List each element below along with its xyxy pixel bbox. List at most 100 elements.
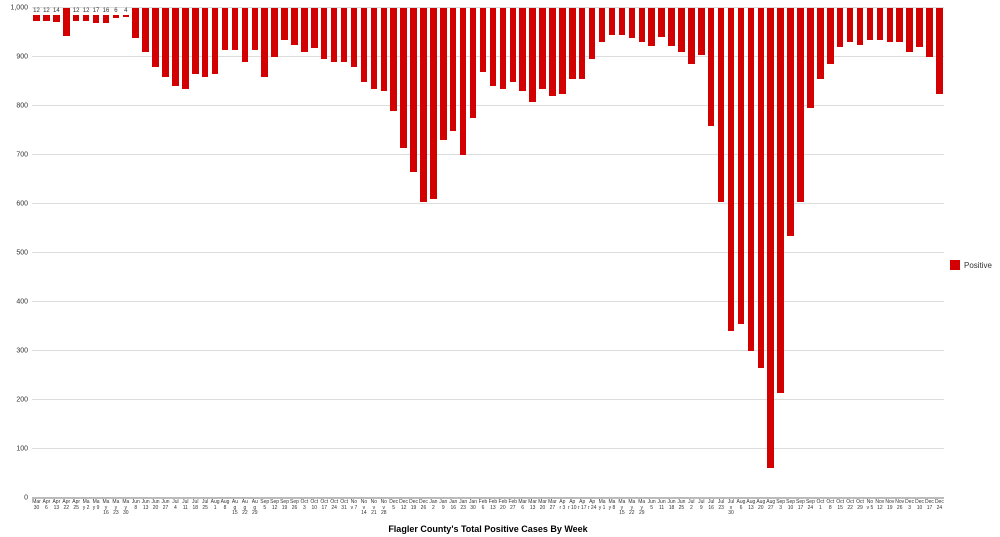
bar — [202, 8, 208, 77]
bar — [619, 8, 625, 35]
x-tick-label: Oct 3 — [300, 498, 309, 517]
bar — [242, 8, 248, 62]
bar-column — [568, 8, 577, 498]
bar-value-label: 4 — [124, 8, 127, 14]
bar-column — [330, 8, 339, 498]
bar-column — [62, 8, 71, 498]
bar — [311, 8, 317, 48]
bar-column — [469, 8, 478, 498]
bar-value-label: 6 — [114, 8, 117, 14]
bar — [926, 8, 932, 57]
x-tick-label: No v 7 — [350, 498, 359, 517]
x-tick-label: Jun 5 — [647, 498, 656, 517]
bar-column — [230, 8, 239, 498]
bar — [599, 8, 605, 42]
x-tick-label: Sep 5 — [260, 498, 269, 517]
x-tick-label: Ma y 29 — [637, 498, 646, 517]
x-tick-label: Oct 17 — [320, 498, 329, 517]
x-tick-label: Jun 25 — [677, 498, 686, 517]
bar-column — [488, 8, 497, 498]
x-tick-label: No v 21 — [369, 498, 378, 517]
bar — [877, 8, 883, 40]
bar — [748, 8, 754, 351]
bar-column — [736, 8, 745, 498]
x-labels-group: Mar 30Apr 6Apr 13Apr 22Apr 25Ma y 2Ma y … — [32, 498, 944, 517]
bar — [271, 8, 277, 57]
bar — [480, 8, 486, 72]
x-tick-label: Apr 22 — [62, 498, 71, 517]
bar — [420, 8, 426, 202]
bar-column — [548, 8, 557, 498]
bar — [847, 8, 853, 42]
x-tick-label: Ma y 30 — [121, 498, 130, 517]
bar — [579, 8, 585, 79]
bar — [777, 8, 783, 393]
bar-column — [350, 8, 359, 498]
x-axis-title: Flagler County's Total Positive Cases By… — [32, 524, 944, 534]
bar-column — [320, 8, 329, 498]
bar-column — [340, 8, 349, 498]
bar — [936, 8, 942, 94]
bar-column — [538, 8, 547, 498]
bar — [738, 8, 744, 324]
bar — [519, 8, 525, 91]
x-tick-label: Nov 12 — [875, 498, 884, 517]
bar-value-label: 17 — [93, 8, 100, 14]
bar — [371, 8, 377, 89]
bar-column — [151, 8, 160, 498]
x-tick-label: Sep 10 — [786, 498, 795, 517]
bar — [162, 8, 168, 77]
bar — [787, 8, 793, 236]
x-tick-label: Ma y 9 — [92, 498, 101, 517]
bar — [728, 8, 734, 331]
bar-column — [369, 8, 378, 498]
bar — [827, 8, 833, 64]
bar-column — [578, 8, 587, 498]
bar — [321, 8, 327, 59]
bar-column — [935, 8, 944, 498]
x-tick-label: Jun 8 — [131, 498, 140, 517]
x-tick-label: Au g 29 — [250, 498, 259, 517]
bar-column — [687, 8, 696, 498]
x-tick-label: Feb 27 — [508, 498, 517, 517]
bar-column — [240, 8, 249, 498]
x-tick-label: Mar 30 — [32, 498, 41, 517]
bar-column — [637, 8, 646, 498]
bar — [232, 8, 238, 50]
x-tick-label: Oct 15 — [836, 498, 845, 517]
x-tick-label: Oct 1 — [816, 498, 825, 517]
bar — [857, 8, 863, 45]
bar — [400, 8, 406, 148]
x-tick-label: Jul 16 — [707, 498, 716, 517]
bar — [252, 8, 258, 50]
bar — [817, 8, 823, 79]
plot-area: 01002003004005006007008009001,000 121214… — [32, 8, 944, 498]
bar — [152, 8, 158, 67]
bar-column: 17 — [92, 8, 101, 498]
legend-label: Positive — [964, 261, 992, 270]
bar — [906, 8, 912, 52]
bar-column — [816, 8, 825, 498]
bar — [658, 8, 664, 37]
bar — [837, 8, 843, 47]
bar — [758, 8, 764, 368]
bar-column — [647, 8, 656, 498]
x-tick-label: Ma y 8 — [607, 498, 616, 517]
bar — [698, 8, 704, 55]
bar-column — [250, 8, 259, 498]
bar — [182, 8, 188, 89]
y-tick-label: 500 — [16, 250, 32, 257]
x-tick-label: Mar 20 — [538, 498, 547, 517]
x-tick-label: Ma y 1 — [598, 498, 607, 517]
bar — [470, 8, 476, 118]
x-tick-label: Oct 29 — [856, 498, 865, 517]
x-tick-label: Ma y 2 — [82, 498, 91, 517]
bar — [103, 15, 109, 23]
bar — [381, 8, 387, 91]
bar-column — [498, 8, 507, 498]
bar — [341, 8, 347, 62]
x-tick-label: Ma y 22 — [627, 498, 636, 517]
x-tick-label: Feb 13 — [488, 498, 497, 517]
bar-value-label: 12 — [33, 8, 40, 14]
bar-column: 12 — [32, 8, 41, 498]
